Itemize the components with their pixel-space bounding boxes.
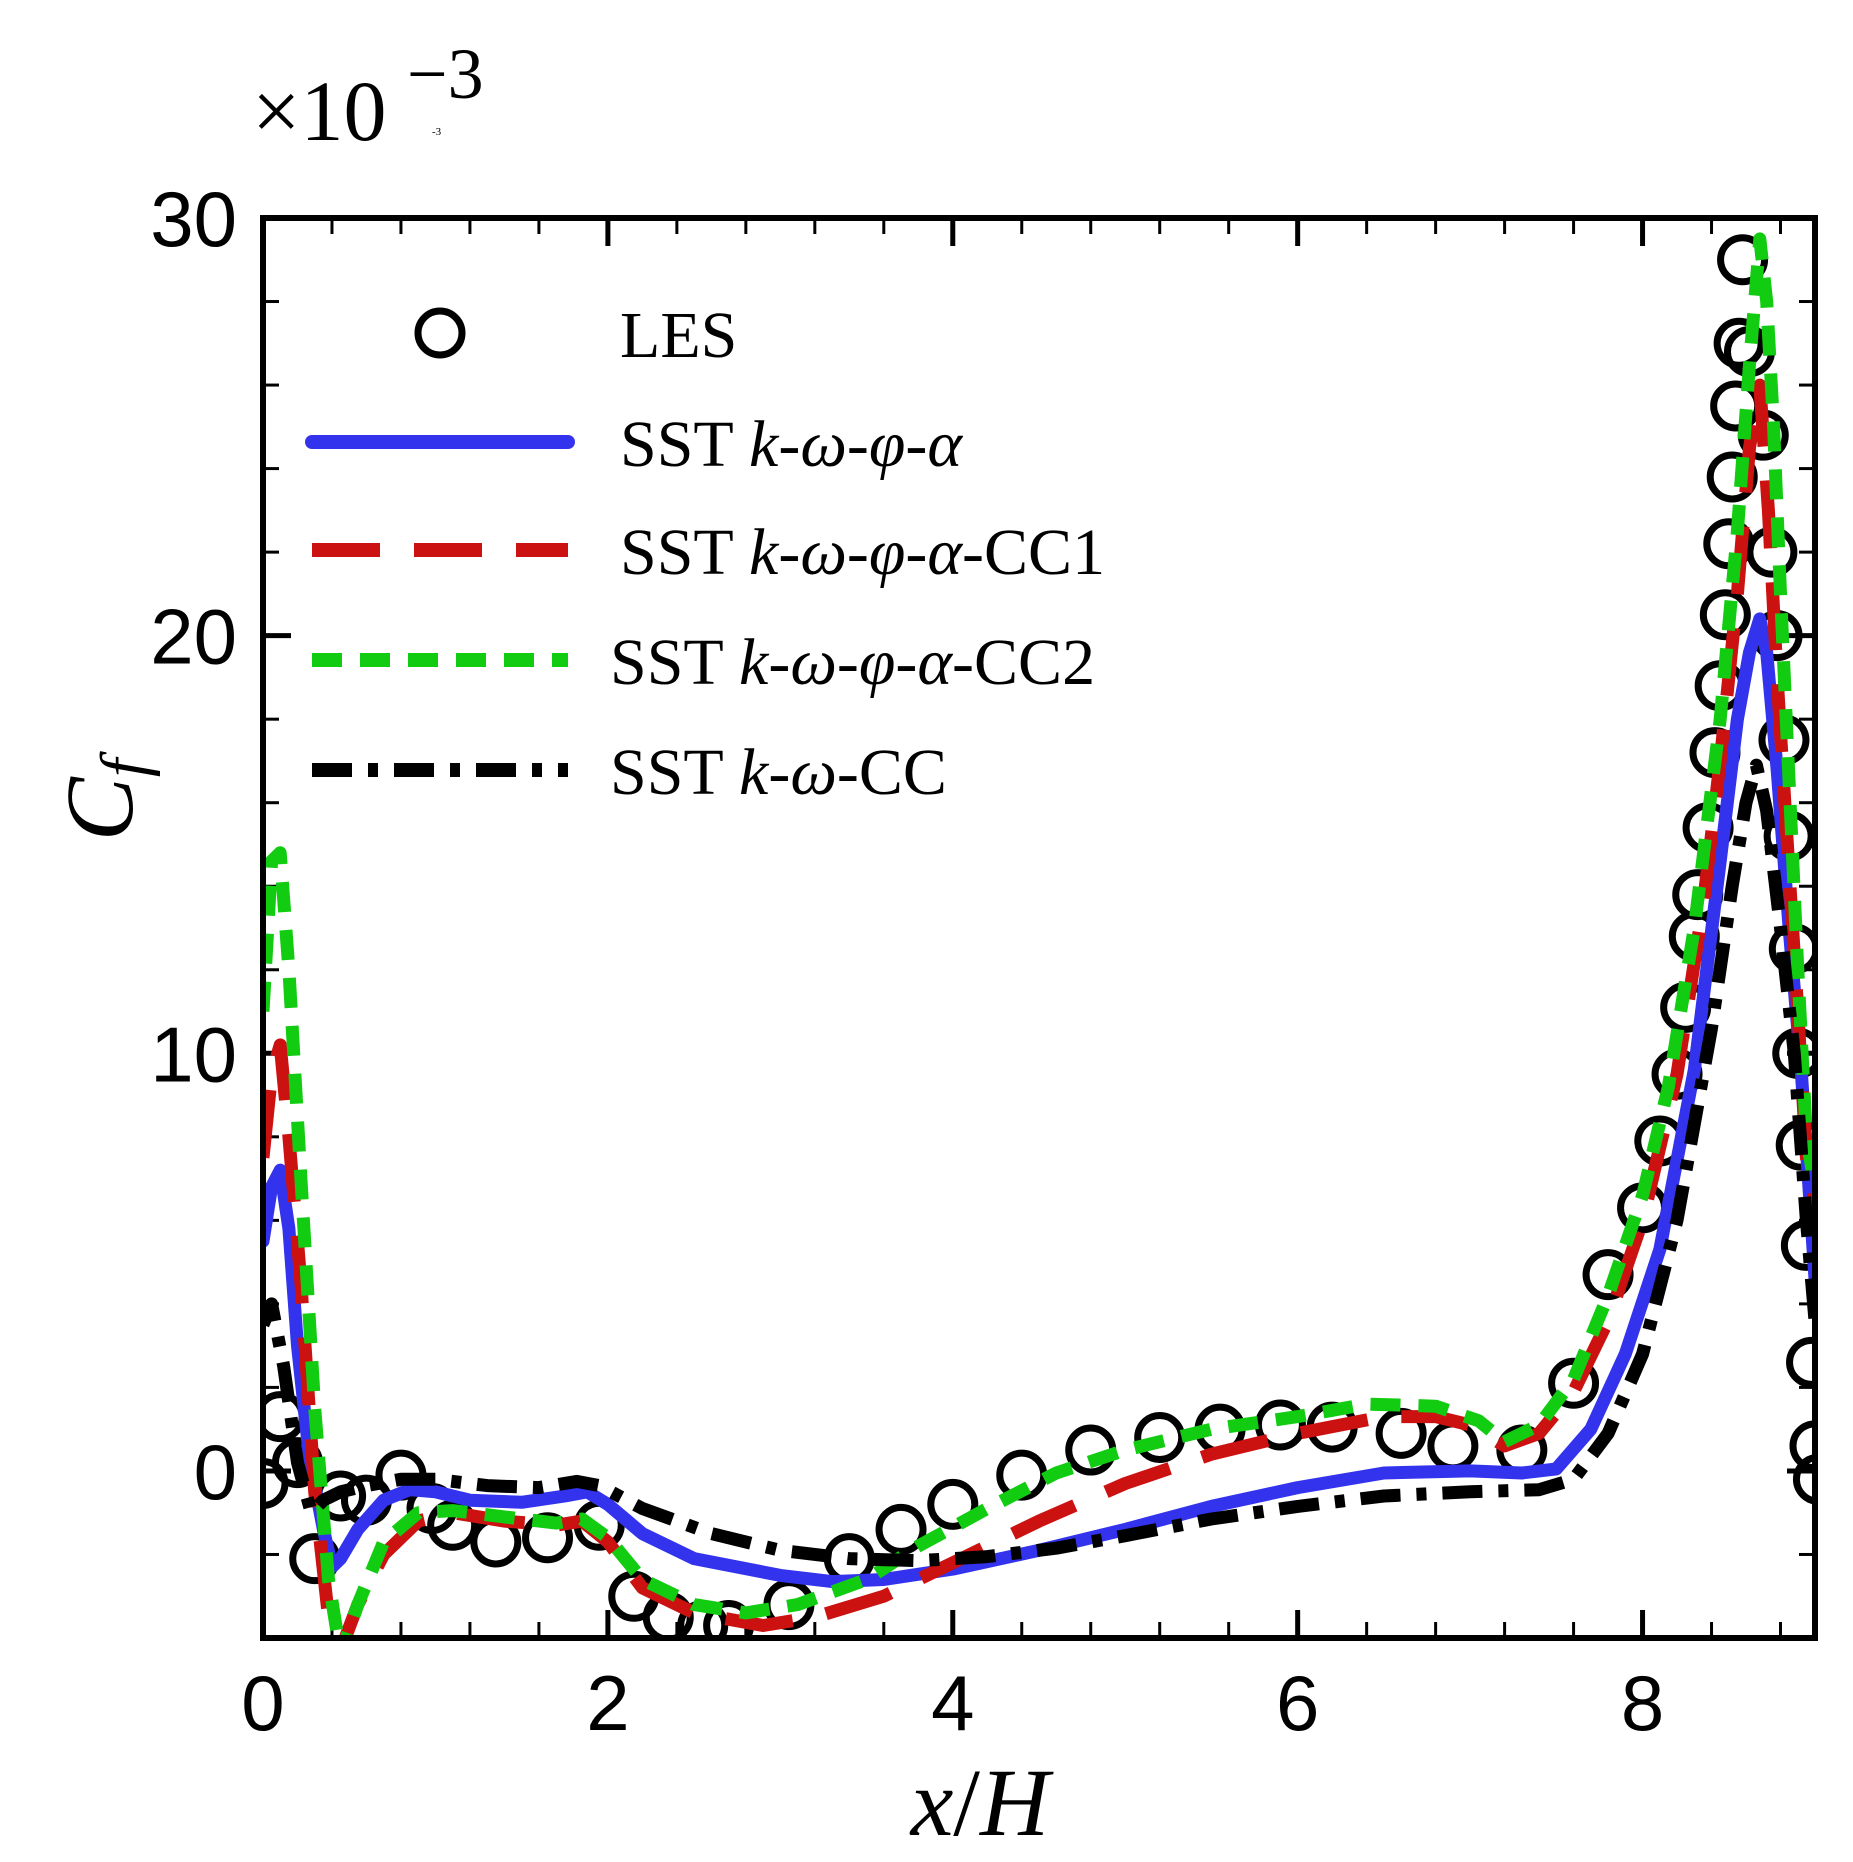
legend-label-3-plain: SST <box>610 626 739 699</box>
plot-series <box>263 232 1815 1638</box>
series-line-2 <box>263 378 1815 1638</box>
legend-label-sst-cc1: SST k-ω-φ-α-CC1 <box>620 516 1105 589</box>
legend-label-4-plain: SST <box>610 736 739 809</box>
series-line-4 <box>263 758 1815 1568</box>
legend-label-2-italic: k-ω-φ-α <box>749 516 963 589</box>
legend-label-2-plain: SST <box>620 516 749 589</box>
legend-label-1-plain: SST <box>620 408 749 481</box>
multiplier-base: ×10 <box>252 63 387 159</box>
legend-item-sst-cc1: SST k-ω-φ-α-CC1 <box>312 516 1105 589</box>
legend-item-sst-k-omega-phi-alpha: SST k-ω-φ-α <box>305 408 963 481</box>
legend: LES SST k-ω-φ-α SST k-ω-φ-α-CC1 SST k-ω-… <box>305 299 1105 809</box>
x-tick-label: 6 <box>1276 1659 1319 1747</box>
series-line-3 <box>263 232 1815 1638</box>
les-marker <box>1792 1454 1815 1505</box>
y-axis-label-subscript: f <box>88 751 161 777</box>
legend-label-3-italic: k-ω-φ-α <box>739 626 953 699</box>
x-axis-label: x/H <box>909 1749 1054 1856</box>
les-marker <box>427 1499 479 1551</box>
les-marker <box>1254 1399 1306 1451</box>
les-marker <box>1427 1420 1479 1472</box>
x-axis-label-x: x <box>909 1749 954 1856</box>
x-tick-label: 8 <box>1621 1659 1664 1747</box>
legend-label-sst-cc2: SST k-ω-φ-α-CC2 <box>610 626 1095 699</box>
legend-label-3-suffix: -CC2 <box>952 626 1095 699</box>
x-tick-label: 2 <box>586 1659 629 1747</box>
x-tick-label: 4 <box>931 1659 974 1747</box>
les-marker <box>1713 317 1765 369</box>
x-tick-label: 0 <box>241 1659 284 1747</box>
legend-label-1-italic: k-ω-φ-α <box>749 408 963 481</box>
legend-label-sst-k-omega-cc: SST k-ω-CC <box>610 736 947 809</box>
legend-label-sst-k-omega-phi-alpha: SST k-ω-φ-α <box>620 408 963 481</box>
multiplier-exponent: −3 <box>407 34 484 114</box>
y-tick-label: 30 <box>150 175 237 263</box>
les-marker <box>1375 1407 1427 1459</box>
legend-marker-les <box>414 307 466 359</box>
svg-text:x/H: x/H <box>909 1749 1054 1856</box>
legend-label-4-italic: k-ω <box>739 736 837 809</box>
les-marker <box>1717 234 1769 286</box>
y-tick-label: 10 <box>150 1010 237 1098</box>
legend-label-2-suffix: -CC1 <box>962 516 1105 589</box>
legend-label-les-text: LES <box>620 299 737 372</box>
plot-frame <box>260 215 1818 1641</box>
y-tick-label: 0 <box>194 1428 237 1516</box>
legend-item-sst-k-omega-cc: SST k-ω-CC <box>312 736 947 809</box>
x-axis-label-slash: / <box>953 1749 980 1856</box>
legend-item-les: LES <box>414 299 737 372</box>
les-marker <box>1789 1420 1815 1472</box>
les-marker <box>875 1503 927 1555</box>
series-line-1 <box>263 612 1815 1589</box>
multiplier-tiny-label: -3 <box>432 126 442 138</box>
x-axis-label-h: H <box>978 1749 1054 1856</box>
y-tick-label: 20 <box>150 593 237 681</box>
les-marker <box>1548 1357 1600 1409</box>
legend-label-les: LES <box>620 299 737 372</box>
axis-ticks: 0 2 4 6 8 0 10 20 30 <box>150 175 1815 1747</box>
legend-item-sst-cc2: SST k-ω-φ-α-CC2 <box>312 626 1095 699</box>
les-marker <box>1786 1336 1815 1388</box>
legend-label-4-suffix: -CC <box>837 736 947 809</box>
y-axis-label-main: C <box>46 776 153 841</box>
les-marker <box>1699 589 1751 641</box>
axis-multiplier: ×10 −3 -3 <box>252 34 484 159</box>
les-marker <box>1706 451 1758 503</box>
y-axis-label: Cf <box>46 751 161 841</box>
svg-text:Cf: Cf <box>46 751 161 841</box>
les-marker <box>927 1478 979 1530</box>
